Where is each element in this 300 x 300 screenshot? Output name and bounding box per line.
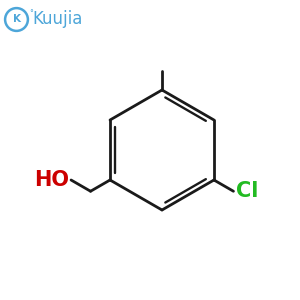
Text: °: ° bbox=[29, 10, 33, 19]
Text: HO: HO bbox=[34, 170, 69, 190]
Text: K: K bbox=[13, 14, 20, 25]
Text: Kuujia: Kuujia bbox=[33, 11, 83, 28]
Text: Cl: Cl bbox=[236, 181, 258, 201]
